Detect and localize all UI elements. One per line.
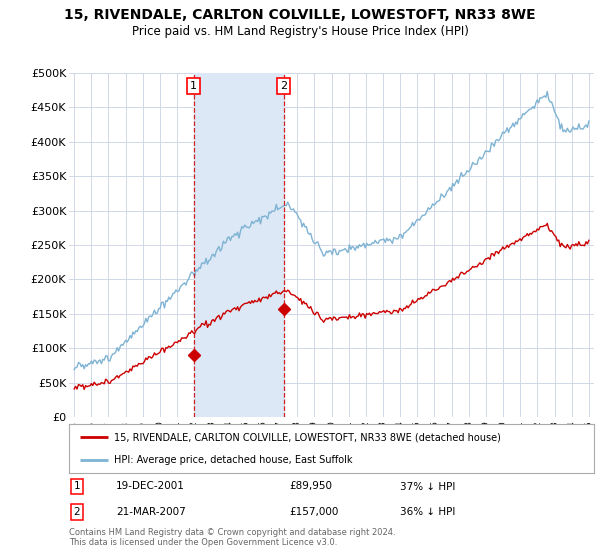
Text: £157,000: £157,000 [290, 507, 339, 517]
Text: 1: 1 [74, 482, 80, 492]
Text: 2: 2 [74, 507, 80, 517]
Text: Price paid vs. HM Land Registry's House Price Index (HPI): Price paid vs. HM Land Registry's House … [131, 25, 469, 38]
Bar [194, 73, 284, 417]
Text: 1: 1 [190, 81, 197, 91]
Text: £89,950: £89,950 [290, 482, 332, 492]
Text: 21-MAR-2007: 21-MAR-2007 [116, 507, 186, 517]
Text: 19-DEC-2001: 19-DEC-2001 [116, 482, 185, 492]
Text: 36% ↓ HPI: 36% ↓ HPI [400, 507, 455, 517]
Text: 37% ↓ HPI: 37% ↓ HPI [400, 482, 455, 492]
Text: HPI: Average price, detached house, East Suffolk: HPI: Average price, detached house, East… [113, 455, 352, 465]
Text: 15, RIVENDALE, CARLTON COLVILLE, LOWESTOFT, NR33 8WE: 15, RIVENDALE, CARLTON COLVILLE, LOWESTO… [64, 8, 536, 22]
Text: 15, RIVENDALE, CARLTON COLVILLE, LOWESTOFT, NR33 8WE (detached house): 15, RIVENDALE, CARLTON COLVILLE, LOWESTO… [113, 432, 500, 442]
Text: Contains HM Land Registry data © Crown copyright and database right 2024.
This d: Contains HM Land Registry data © Crown c… [69, 528, 395, 547]
Text: 2: 2 [280, 81, 287, 91]
